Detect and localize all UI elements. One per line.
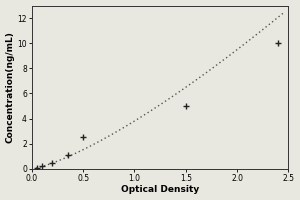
Y-axis label: Concentration(ng/mL): Concentration(ng/mL) bbox=[6, 31, 15, 143]
X-axis label: Optical Density: Optical Density bbox=[121, 185, 199, 194]
